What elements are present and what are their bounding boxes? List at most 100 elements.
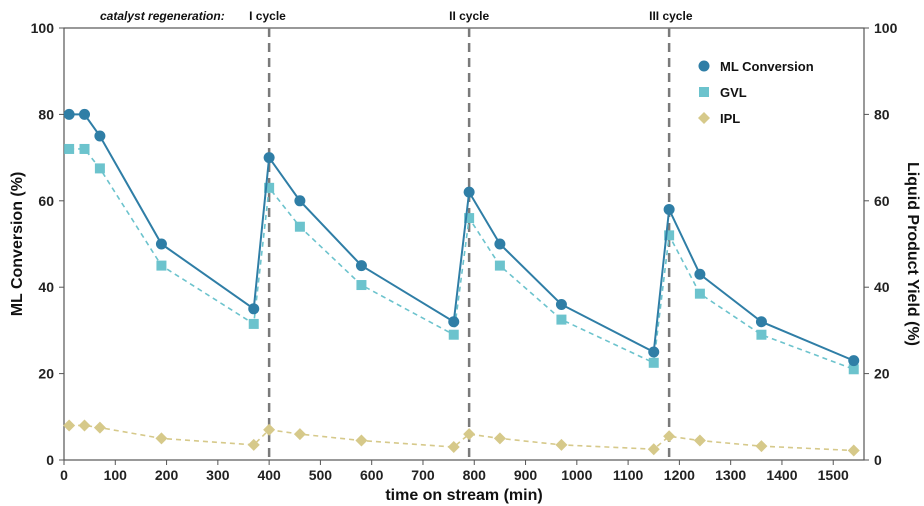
data-point xyxy=(155,238,167,250)
x-tick-label: 1400 xyxy=(766,467,797,483)
legend-item: GVL xyxy=(699,85,747,100)
x-tick-label: 500 xyxy=(309,467,333,483)
x-tick-label: 400 xyxy=(257,467,281,483)
y-axis-left-title: ML Conversion (%) xyxy=(9,172,26,317)
data-point xyxy=(755,316,767,328)
y-left-tick-label: 80 xyxy=(38,106,54,122)
y-right-tick-label: 60 xyxy=(874,193,890,209)
x-tick-label: 1500 xyxy=(818,467,849,483)
legend-item: ML Conversion xyxy=(698,59,814,74)
data-point xyxy=(264,182,275,193)
data-point xyxy=(755,440,768,453)
data-point xyxy=(648,357,659,368)
data-point xyxy=(294,221,305,232)
data-point xyxy=(694,288,705,299)
legend-label: ML Conversion xyxy=(720,59,814,74)
series-line xyxy=(69,424,854,452)
data-point xyxy=(493,432,506,445)
data-point xyxy=(79,143,90,154)
x-tick-label: 200 xyxy=(155,467,179,483)
data-point xyxy=(663,430,676,443)
data-point xyxy=(94,130,106,142)
data-point xyxy=(64,143,75,154)
x-tick-label: 900 xyxy=(514,467,538,483)
data-point xyxy=(848,364,859,375)
data-point xyxy=(555,298,567,310)
cycle-labels: I cycle II cycle III cycle xyxy=(249,9,693,23)
y-right-tick-label: 80 xyxy=(874,106,890,122)
x-tick-label: 100 xyxy=(104,467,128,483)
series-gvl xyxy=(64,143,859,375)
data-point xyxy=(664,230,675,241)
data-point xyxy=(556,314,567,325)
x-tick-label: 700 xyxy=(411,467,435,483)
x-tick-label: 300 xyxy=(206,467,230,483)
regeneration-annotation: catalyst regeneration: xyxy=(100,9,225,23)
series-ipl xyxy=(63,419,860,457)
data-point xyxy=(448,329,459,340)
y-right-tick-label: 40 xyxy=(874,279,890,295)
y-right-tick-label: 100 xyxy=(874,20,898,36)
data-point xyxy=(756,329,767,340)
legend-marker xyxy=(698,60,710,72)
data-point xyxy=(155,432,168,445)
data-point xyxy=(355,434,368,447)
cycle-label: II cycle xyxy=(449,9,489,23)
data-point xyxy=(263,423,276,436)
data-point xyxy=(293,428,306,441)
data-point xyxy=(693,434,706,447)
y-right-tick-label: 0 xyxy=(874,452,882,468)
legend-marker xyxy=(699,87,709,97)
x-tick-label: 1000 xyxy=(561,467,592,483)
legend-label: GVL xyxy=(720,85,747,100)
x-axis-title: time on stream (min) xyxy=(385,487,542,504)
y-right-tick-label: 20 xyxy=(874,366,890,382)
legend-label: IPL xyxy=(720,111,740,126)
data-point xyxy=(494,238,506,250)
data-point xyxy=(294,195,306,207)
x-tick-label: 1300 xyxy=(715,467,746,483)
series-line xyxy=(69,113,855,362)
data-point xyxy=(79,108,91,120)
x-tick-label: 1100 xyxy=(613,467,644,483)
data-point xyxy=(463,428,476,441)
x-tick-label: 600 xyxy=(360,467,384,483)
data-point xyxy=(263,152,275,164)
data-point xyxy=(463,186,475,198)
y-left-tick-label: 100 xyxy=(31,20,55,36)
data-point xyxy=(663,203,675,215)
x-tick-label: 800 xyxy=(463,467,487,483)
data-point xyxy=(355,260,367,272)
series-ml-conversion xyxy=(63,108,860,367)
data-point xyxy=(448,316,460,328)
data-point xyxy=(647,443,660,456)
data-point xyxy=(247,438,260,451)
data-point xyxy=(494,260,505,271)
x-tick-label: 1200 xyxy=(664,467,695,483)
cycle-label: III cycle xyxy=(649,9,693,23)
data-point xyxy=(356,280,367,291)
y-axis-right-title: Liquid Product Yield (%) xyxy=(904,162,921,346)
plot-frame xyxy=(63,27,865,461)
legend: ML Conversion GVL IPL xyxy=(698,59,814,126)
data-point xyxy=(694,268,706,280)
data-point xyxy=(648,346,660,358)
y-left-tick-label: 0 xyxy=(46,452,54,468)
cycle-lines xyxy=(267,28,671,460)
data-point xyxy=(63,419,76,432)
data-point xyxy=(63,108,75,120)
y-left-tick-label: 20 xyxy=(38,366,54,382)
data-point xyxy=(847,444,860,457)
data-point xyxy=(78,419,91,432)
data-point xyxy=(447,441,460,454)
data-point xyxy=(94,163,105,174)
data-point xyxy=(848,355,860,367)
legend-item: IPL xyxy=(698,111,740,126)
x-tick-label: 0 xyxy=(60,467,68,483)
data-point xyxy=(156,260,167,271)
y-left-tick-label: 40 xyxy=(38,279,54,295)
y-axis-ticks: 0 0 20 20 40 40 60 60 80 80 100 100 xyxy=(31,20,898,468)
data-point xyxy=(248,318,259,329)
data-point xyxy=(93,421,106,434)
